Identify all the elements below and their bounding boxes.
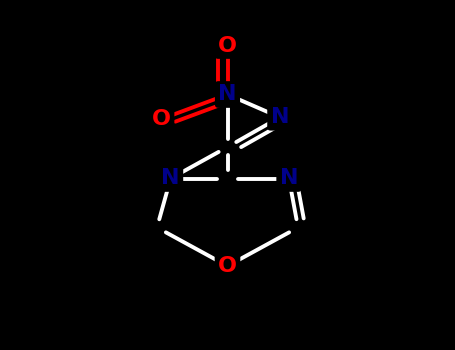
Text: N: N [162, 168, 180, 189]
Text: O: O [218, 256, 237, 276]
Text: N: N [271, 107, 289, 127]
Text: N: N [280, 168, 298, 189]
Text: N: N [218, 84, 237, 105]
Text: O: O [152, 109, 171, 129]
Text: O: O [218, 35, 237, 56]
